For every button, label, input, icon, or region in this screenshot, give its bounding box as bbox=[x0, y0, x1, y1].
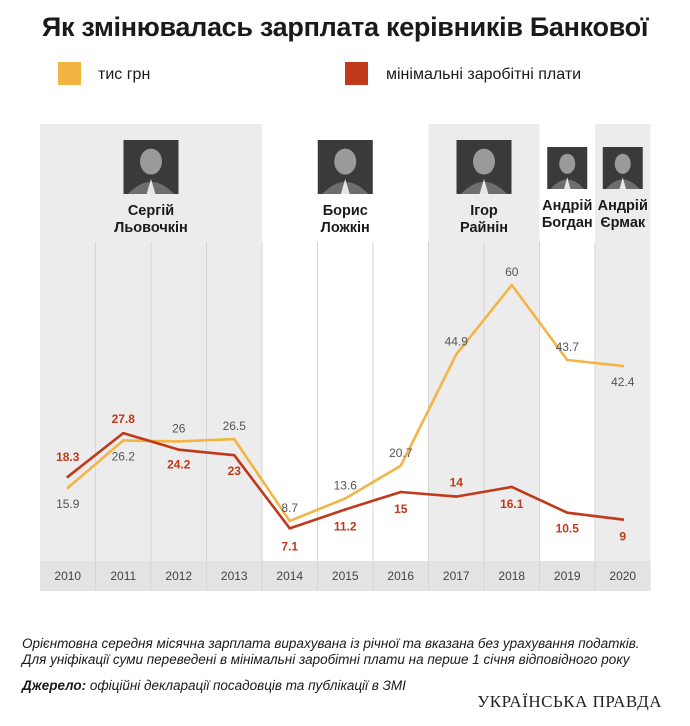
data-point-min-wage bbox=[66, 475, 70, 479]
legend-label-uah: тис грн bbox=[98, 66, 151, 83]
data-point-min-wage bbox=[343, 508, 347, 511]
data-label-uah: 60 bbox=[505, 265, 519, 279]
data-label-uah: 15.9 bbox=[56, 497, 80, 511]
data-label-uah: 44.9 bbox=[445, 334, 469, 348]
data-label-uah: 8.7 bbox=[281, 501, 298, 515]
period-name-last: Ложкін bbox=[321, 220, 370, 236]
data-point-min-wage bbox=[177, 448, 181, 451]
x-tick-label: 2016 bbox=[387, 569, 414, 583]
period-name-first: Борис bbox=[323, 203, 368, 219]
portrait-photo bbox=[456, 140, 512, 194]
data-label-min-wage: 14 bbox=[450, 476, 464, 490]
period-name-last: Райнін bbox=[460, 220, 508, 236]
data-label-min-wage: 15 bbox=[394, 502, 408, 516]
period-name-last: Льовочкін bbox=[114, 220, 188, 236]
data-label-uah: 20.7 bbox=[389, 446, 413, 460]
data-label-min-wage: 23 bbox=[228, 464, 242, 478]
data-point-uah bbox=[232, 437, 236, 441]
data-point-uah bbox=[454, 353, 458, 356]
data-label-uah: 43.7 bbox=[556, 340, 580, 354]
period-name-first: Ігор bbox=[470, 203, 498, 219]
data-point-uah bbox=[177, 440, 181, 443]
brand-logo: УКРАЇНСЬКА ПРАВДА bbox=[477, 692, 662, 711]
source-label: Джерело: bbox=[22, 678, 87, 693]
x-tick-label: 2018 bbox=[498, 569, 525, 583]
x-tick-label: 2014 bbox=[276, 569, 303, 583]
data-point-uah bbox=[510, 283, 514, 287]
data-label-uah: 13.6 bbox=[334, 478, 358, 492]
data-point-min-wage bbox=[232, 453, 236, 457]
period-name-first: Андрій bbox=[598, 198, 648, 214]
data-point-min-wage bbox=[510, 485, 514, 489]
data-point-min-wage bbox=[288, 527, 292, 530]
chart-title: Як змінювалась зарплата керівників Банко… bbox=[41, 12, 649, 42]
data-label-min-wage: 27.8 bbox=[112, 412, 136, 426]
portrait-photo bbox=[602, 147, 643, 189]
data-label-min-wage: 9 bbox=[619, 530, 626, 544]
data-label-min-wage: 24.2 bbox=[167, 458, 191, 472]
legend-label-min-wage: мінімальні заробітні плати bbox=[386, 66, 582, 83]
data-point-uah bbox=[621, 364, 625, 368]
data-label-min-wage: 11.2 bbox=[334, 519, 357, 533]
data-label-uah: 26.5 bbox=[223, 419, 247, 433]
data-point-uah bbox=[343, 497, 347, 500]
period-name-last: Богдан bbox=[542, 215, 593, 231]
data-label-min-wage: 16.1 bbox=[500, 497, 524, 511]
note-line-2: Для уніфікації суми переведені в мінімал… bbox=[22, 652, 630, 667]
x-tick-label: 2019 bbox=[554, 569, 581, 583]
data-point-min-wage bbox=[621, 518, 625, 521]
x-tick-label: 2015 bbox=[332, 569, 359, 583]
portrait-photo bbox=[547, 147, 588, 189]
data-point-min-wage bbox=[121, 431, 125, 435]
period-name-first: Сергій bbox=[128, 203, 174, 219]
data-label-uah: 26.2 bbox=[112, 449, 136, 463]
x-tick-label: 2017 bbox=[443, 569, 470, 583]
data-label-uah: 26 bbox=[172, 421, 186, 435]
source-note: Джерело: офіційні декларації посадовців … bbox=[22, 678, 406, 694]
x-tick-label: 2011 bbox=[110, 569, 136, 583]
data-label-uah: 42.4 bbox=[611, 375, 635, 389]
x-tick-label: 2010 bbox=[54, 569, 81, 583]
data-point-uah bbox=[565, 358, 569, 362]
data-label-min-wage: 7.1 bbox=[281, 539, 298, 553]
data-label-min-wage: 10.5 bbox=[556, 522, 580, 536]
source-text: офіційні декларації посадовців та публік… bbox=[86, 678, 406, 693]
legend-swatch-min-wage bbox=[345, 62, 368, 85]
data-point-uah bbox=[121, 439, 125, 442]
data-point-uah bbox=[66, 486, 70, 490]
data-label-min-wage: 18.3 bbox=[56, 450, 80, 464]
x-tick-label: 2020 bbox=[609, 569, 636, 583]
period-name-last: Єрмак bbox=[600, 215, 646, 231]
x-tick-label: 2012 bbox=[165, 569, 192, 583]
period-shade bbox=[595, 124, 651, 591]
period-name-first: Андрій bbox=[542, 198, 592, 214]
data-point-min-wage bbox=[454, 495, 458, 498]
legend-swatch-uah bbox=[58, 62, 81, 85]
portrait-photo bbox=[123, 140, 179, 194]
note-line-1: Орієнтовна середня місячна зарплата вира… bbox=[22, 636, 640, 651]
data-point-uah bbox=[288, 519, 292, 523]
data-point-min-wage bbox=[399, 490, 403, 494]
x-tick-label: 2013 bbox=[221, 569, 248, 583]
data-point-uah bbox=[399, 464, 403, 468]
x-axis-band bbox=[40, 561, 651, 591]
data-point-min-wage bbox=[565, 511, 569, 514]
portrait-photo bbox=[317, 140, 373, 194]
